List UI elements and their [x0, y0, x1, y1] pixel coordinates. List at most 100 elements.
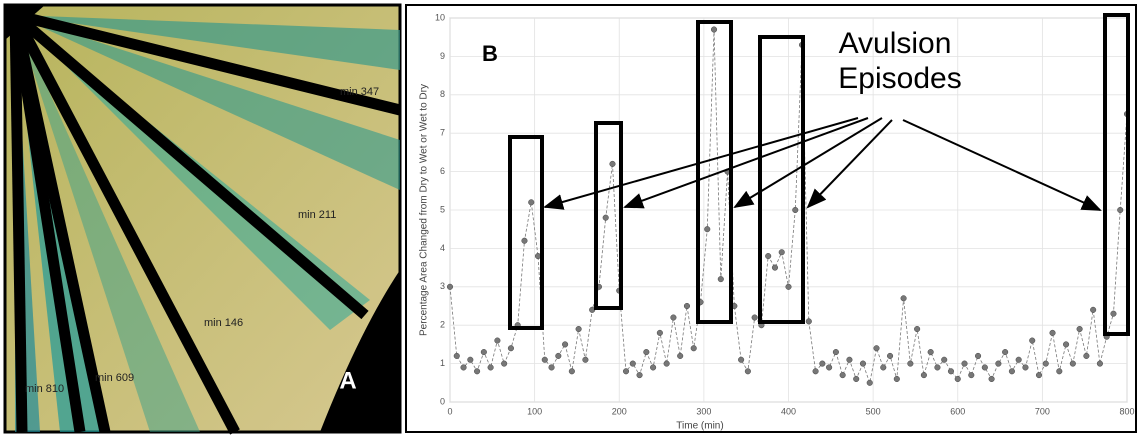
data-point [920, 372, 927, 379]
data-point [785, 283, 792, 290]
panel-a-annotation: min 146 [204, 317, 243, 329]
episode-boxes [508, 13, 1130, 336]
data-point [995, 360, 1002, 367]
data-point [914, 325, 921, 333]
data-point [534, 253, 542, 260]
data-point [751, 314, 758, 321]
data-point [866, 379, 873, 386]
data-point [1063, 341, 1070, 348]
data-point [643, 349, 650, 356]
data-point [562, 341, 569, 348]
data-point [541, 356, 548, 363]
data-point [832, 349, 839, 356]
data-point [677, 352, 684, 359]
y-tick-label: 6 [440, 166, 445, 176]
data-point [650, 364, 657, 371]
y-tick-label: 3 [440, 281, 445, 291]
x-tick-label: 300 [696, 406, 711, 416]
data-point [1042, 360, 1049, 367]
panel-label: A [339, 367, 356, 394]
data-point [1090, 306, 1097, 313]
data-point [609, 160, 616, 167]
data-point [690, 345, 697, 352]
data-point [738, 356, 745, 363]
x-tick-label: 0 [447, 406, 452, 416]
data-point [446, 283, 454, 290]
data-point [1002, 349, 1009, 356]
data-point [710, 26, 718, 33]
data-point [1056, 368, 1063, 375]
y-tick-label: 8 [440, 89, 445, 99]
y-tick-label: 7 [440, 128, 445, 138]
x-tick-label: 800 [1119, 406, 1134, 416]
data-point [467, 356, 474, 363]
data-point [656, 329, 663, 336]
data-point [792, 206, 799, 214]
data-point [1035, 372, 1043, 379]
data-point [771, 264, 779, 271]
data-point [880, 364, 887, 371]
y-tick-label: 0 [440, 396, 445, 406]
data-point [954, 375, 961, 383]
data-point [805, 318, 812, 325]
data-point [812, 368, 819, 375]
data-point [460, 364, 467, 371]
panel-label: B [482, 41, 498, 66]
data-point [853, 375, 860, 383]
data-point [629, 360, 636, 367]
data-point [636, 372, 643, 379]
y-axis-label: Percentage Area Changed from Dry to Wet … [419, 84, 430, 336]
panel-a-annotation: min 347 [340, 86, 379, 98]
x-tick-label: 600 [950, 406, 965, 416]
y-tick-label: 1 [440, 358, 445, 368]
annotation: Episodes [838, 62, 961, 95]
data-point [1029, 337, 1036, 344]
data-point [981, 364, 988, 371]
data-point [927, 349, 934, 356]
data-point [1076, 325, 1083, 333]
data-point [622, 368, 630, 375]
data-point [1110, 310, 1117, 317]
y-tick-label: 10 [435, 12, 445, 22]
data-point [819, 360, 826, 367]
data-point [528, 199, 535, 206]
data-point [474, 368, 481, 375]
data-point [826, 364, 833, 371]
data-point [887, 352, 894, 359]
data-point [453, 352, 460, 359]
data-point [846, 356, 853, 363]
y-tick-label: 5 [440, 204, 445, 214]
data-point [602, 214, 609, 221]
data-point [907, 360, 914, 367]
data-point [717, 276, 724, 283]
annotation: Avulsion [839, 27, 952, 60]
data-point [521, 237, 528, 244]
data-point [778, 249, 785, 256]
data-point [555, 352, 562, 359]
x-tick-label: 400 [781, 406, 796, 416]
x-tick-label: 200 [612, 406, 627, 416]
y-tick-label: 9 [440, 51, 445, 61]
data-point [988, 375, 995, 383]
y-tick-label: 4 [440, 243, 445, 253]
panel-a-annotation: min 609 [95, 372, 134, 384]
data-point [900, 295, 907, 302]
panel-a-annotation: min 810 [25, 383, 64, 395]
x-tick-label: 100 [527, 406, 542, 416]
x-tick-label: 500 [866, 406, 881, 416]
data-point [934, 364, 941, 371]
data-point [683, 302, 691, 310]
data-point [1008, 368, 1015, 375]
data-point [494, 337, 501, 344]
data-point [947, 368, 955, 375]
data-point [765, 253, 772, 260]
data-point [1022, 364, 1029, 371]
data-point [1083, 352, 1090, 359]
data-point [1069, 360, 1076, 367]
x-tick-label: 700 [1035, 406, 1050, 416]
data-point [1015, 356, 1022, 363]
panel-b-frame [405, 4, 1137, 433]
data-point [1096, 360, 1103, 367]
data-point [968, 372, 975, 379]
